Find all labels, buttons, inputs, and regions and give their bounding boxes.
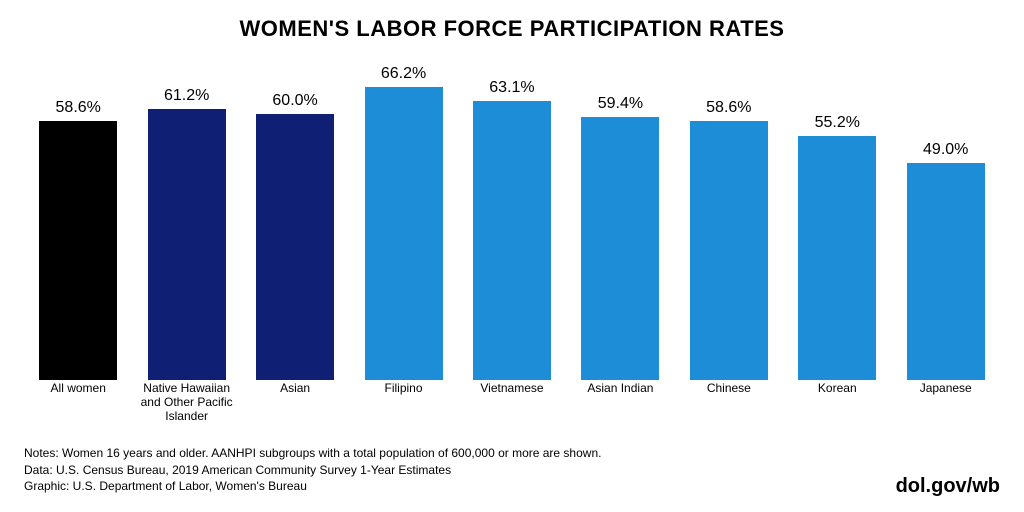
bar-slot: 59.4%: [566, 70, 674, 380]
bar: [148, 109, 226, 380]
bar-slot: 55.2%: [783, 70, 891, 380]
category-label: Asian Indian: [566, 382, 674, 423]
bar-slot: 58.6%: [24, 70, 132, 380]
bars-group: 58.6%61.2%60.0%66.2%63.1%59.4%58.6%55.2%…: [24, 70, 1000, 380]
bar: [690, 121, 768, 381]
bar: [39, 121, 117, 381]
bar-slot: 49.0%: [892, 70, 1000, 380]
bar-value-label: 58.6%: [24, 99, 132, 117]
bar-value-label: 55.2%: [783, 114, 891, 132]
bar-value-label: 60.0%: [241, 92, 349, 110]
bar-value-label: 61.2%: [132, 87, 240, 105]
chart-title: WOMEN'S LABOR FORCE PARTICIPATION RATES: [0, 0, 1024, 42]
footnote-line: Notes: Women 16 years and older. AANHPI …: [24, 445, 601, 461]
category-label: All women: [24, 382, 132, 423]
category-label: Chinese: [675, 382, 783, 423]
bar: [581, 117, 659, 380]
category-label: Vietnamese: [458, 382, 566, 423]
bar-slot: 58.6%: [675, 70, 783, 380]
footnote-line: Data: U.S. Census Bureau, 2019 American …: [24, 462, 601, 478]
bar-value-label: 49.0%: [892, 141, 1000, 159]
plot-area: 58.6%61.2%60.0%66.2%63.1%59.4%58.6%55.2%…: [24, 70, 1000, 380]
bar-slot: 63.1%: [458, 70, 566, 380]
source-tag: dol.gov/wb: [896, 475, 1000, 498]
category-label: Korean: [783, 382, 891, 423]
bar-slot: 61.2%: [132, 70, 240, 380]
category-label: Filipino: [349, 382, 457, 423]
footnotes: Notes: Women 16 years and older. AANHPI …: [24, 445, 601, 494]
bar: [798, 136, 876, 380]
bar: [473, 101, 551, 380]
category-label: Japanese: [892, 382, 1000, 423]
bar: [907, 163, 985, 380]
category-label: Asian: [241, 382, 349, 423]
bar-slot: 60.0%: [241, 70, 349, 380]
bar-value-label: 63.1%: [458, 79, 566, 97]
bar: [256, 114, 334, 380]
chart-container: WOMEN'S LABOR FORCE PARTICIPATION RATES …: [0, 0, 1024, 512]
bar-value-label: 66.2%: [349, 65, 457, 83]
category-axis: All womenNative Hawaiian and Other Pacif…: [24, 382, 1000, 423]
bar-value-label: 59.4%: [566, 95, 674, 113]
footnote-line: Graphic: U.S. Department of Labor, Women…: [24, 478, 601, 494]
category-label: Native Hawaiian and Other Pacific Island…: [132, 382, 240, 423]
bar: [365, 87, 443, 380]
bar-slot: 66.2%: [349, 70, 457, 380]
bar-value-label: 58.6%: [675, 99, 783, 117]
